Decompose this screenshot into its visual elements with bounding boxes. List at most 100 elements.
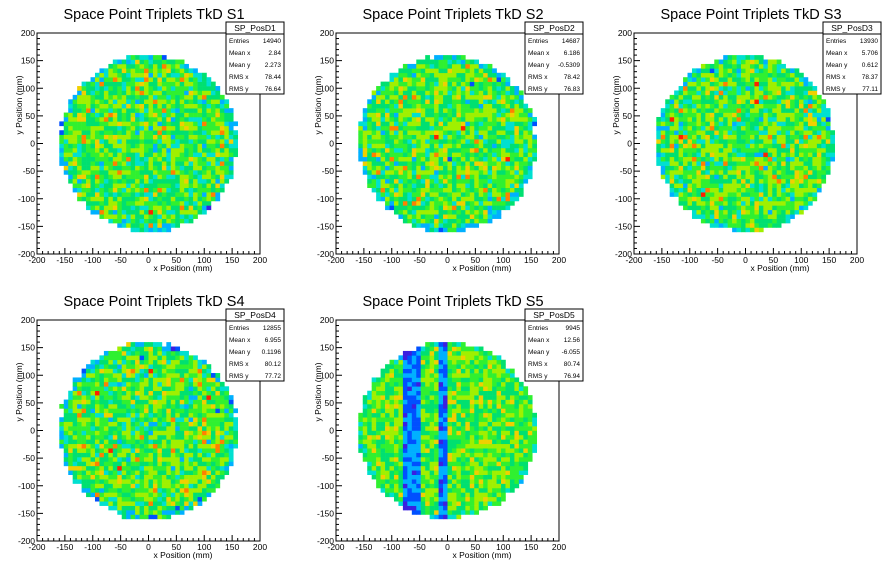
histogram-bin	[175, 214, 181, 219]
histogram-bin	[799, 143, 804, 149]
histogram-bin	[144, 178, 149, 184]
histogram-bin	[741, 94, 746, 100]
histogram-bin	[94, 368, 100, 374]
histogram-bin	[407, 77, 413, 82]
histogram-bin	[411, 156, 417, 162]
histogram-bin	[767, 152, 773, 158]
histogram-bin	[678, 187, 684, 193]
histogram-bin	[224, 130, 230, 135]
histogram-bin	[99, 125, 105, 131]
histogram-bin	[139, 381, 145, 387]
histogram-bin	[790, 214, 795, 219]
histogram-bin	[161, 86, 167, 91]
histogram-bin	[767, 183, 773, 188]
histogram-bin	[407, 156, 413, 162]
histogram-bin	[90, 147, 96, 153]
histogram-bin	[126, 63, 131, 69]
histogram-bin	[425, 205, 430, 211]
y-tick-label: -150	[317, 221, 334, 231]
histogram-bin	[385, 99, 390, 105]
histogram-bin	[438, 200, 444, 206]
histogram-bin	[99, 170, 105, 175]
histogram-bin	[385, 81, 390, 87]
histogram-bin	[126, 112, 131, 118]
histogram-bin	[393, 170, 399, 175]
y-axis-label: y Position (mm)	[611, 75, 621, 134]
histogram-bin	[709, 81, 715, 87]
histogram-bin	[723, 183, 728, 188]
histogram-bin	[94, 90, 100, 96]
histogram-bin	[687, 192, 693, 197]
histogram-bin	[130, 390, 136, 396]
histogram-bin	[398, 139, 404, 144]
histogram-bin	[206, 77, 212, 82]
histogram-bin	[465, 90, 471, 96]
histogram-bin	[161, 408, 167, 414]
histogram-bin	[749, 200, 755, 206]
histogram-bin	[723, 55, 728, 60]
histogram-bin	[451, 55, 457, 60]
histogram-bin	[130, 156, 136, 162]
histogram-bin	[407, 139, 413, 144]
histogram-bin	[389, 130, 395, 135]
histogram-bin	[447, 116, 453, 122]
histogram-bin	[727, 187, 733, 193]
histogram-bin	[532, 147, 537, 153]
histogram-bin	[469, 77, 475, 82]
histogram-bin	[112, 192, 118, 197]
histogram-bin	[139, 178, 145, 184]
histogram-bin	[81, 390, 87, 396]
histogram-bin	[81, 147, 87, 153]
histogram-bin	[175, 59, 181, 65]
histogram-bin	[501, 134, 506, 140]
histogram-bin	[754, 156, 760, 162]
histogram-bin	[202, 200, 207, 206]
histogram-bin	[130, 86, 136, 91]
histogram-bin	[402, 68, 408, 74]
histogram-bin	[121, 364, 127, 369]
histogram-bin	[709, 86, 715, 91]
histogram-bin	[135, 143, 140, 149]
histogram-bin	[148, 99, 154, 105]
histogram-bin	[210, 147, 216, 153]
histogram-bin	[714, 99, 720, 105]
histogram-bin	[166, 448, 172, 453]
histogram-bin	[790, 125, 795, 131]
histogram-bin	[130, 399, 136, 405]
histogram-bin	[215, 94, 221, 100]
histogram-bin	[518, 90, 524, 96]
histogram-bin	[90, 470, 96, 475]
histogram-bin	[126, 421, 131, 427]
histogram-bin	[794, 112, 800, 118]
histogram-bin	[474, 125, 480, 131]
histogram-bin	[687, 81, 693, 87]
histogram-bin	[112, 125, 118, 131]
histogram-bin	[193, 94, 198, 100]
histogram-bin	[691, 108, 697, 113]
histogram-bin	[683, 165, 688, 171]
histogram-bin	[518, 174, 524, 180]
histogram-bin	[380, 125, 386, 131]
histogram-bin	[135, 130, 140, 135]
histogram-bin	[492, 130, 497, 135]
histogram-bin	[496, 174, 502, 180]
histogram-bin	[696, 156, 702, 162]
histogram-bin	[790, 209, 795, 215]
histogram-bin	[135, 465, 140, 471]
histogram-bin	[505, 103, 511, 109]
histogram-bin	[758, 139, 764, 144]
histogram-bin	[505, 205, 511, 211]
histogram-bin	[474, 72, 480, 78]
histogram-bin	[754, 161, 760, 166]
histogram-bin	[483, 63, 488, 69]
histogram-bin	[456, 174, 462, 180]
histogram-bin	[139, 134, 145, 140]
histogram-bin	[99, 130, 105, 135]
histogram-bin	[776, 214, 782, 219]
histogram-bin	[754, 81, 760, 87]
histogram-bin	[830, 156, 835, 162]
histogram-bin	[135, 218, 140, 224]
histogram-bin	[718, 121, 724, 127]
histogram-bin	[389, 147, 395, 153]
histogram-bin	[678, 170, 684, 175]
